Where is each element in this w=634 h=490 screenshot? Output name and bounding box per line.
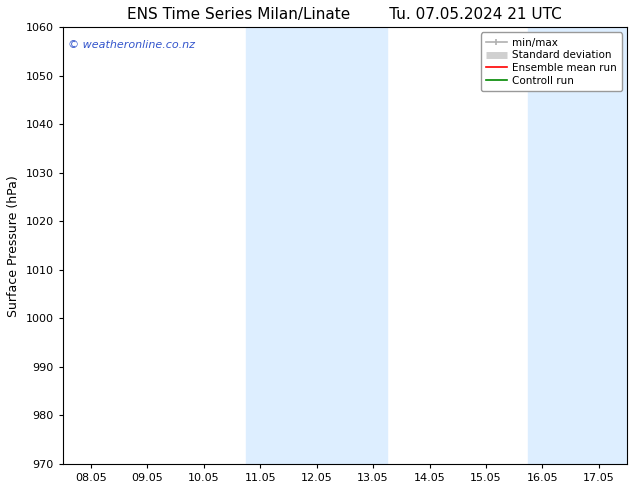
Legend: min/max, Standard deviation, Ensemble mean run, Controll run: min/max, Standard deviation, Ensemble me… [481,32,622,91]
Text: © weatheronline.co.nz: © weatheronline.co.nz [68,40,195,50]
Y-axis label: Surface Pressure (hPa): Surface Pressure (hPa) [7,175,20,317]
Bar [528,27,627,464]
Bar [246,27,387,464]
Title: ENS Time Series Milan/Linate        Tu. 07.05.2024 21 UTC: ENS Time Series Milan/Linate Tu. 07.05.2… [127,7,562,22]
